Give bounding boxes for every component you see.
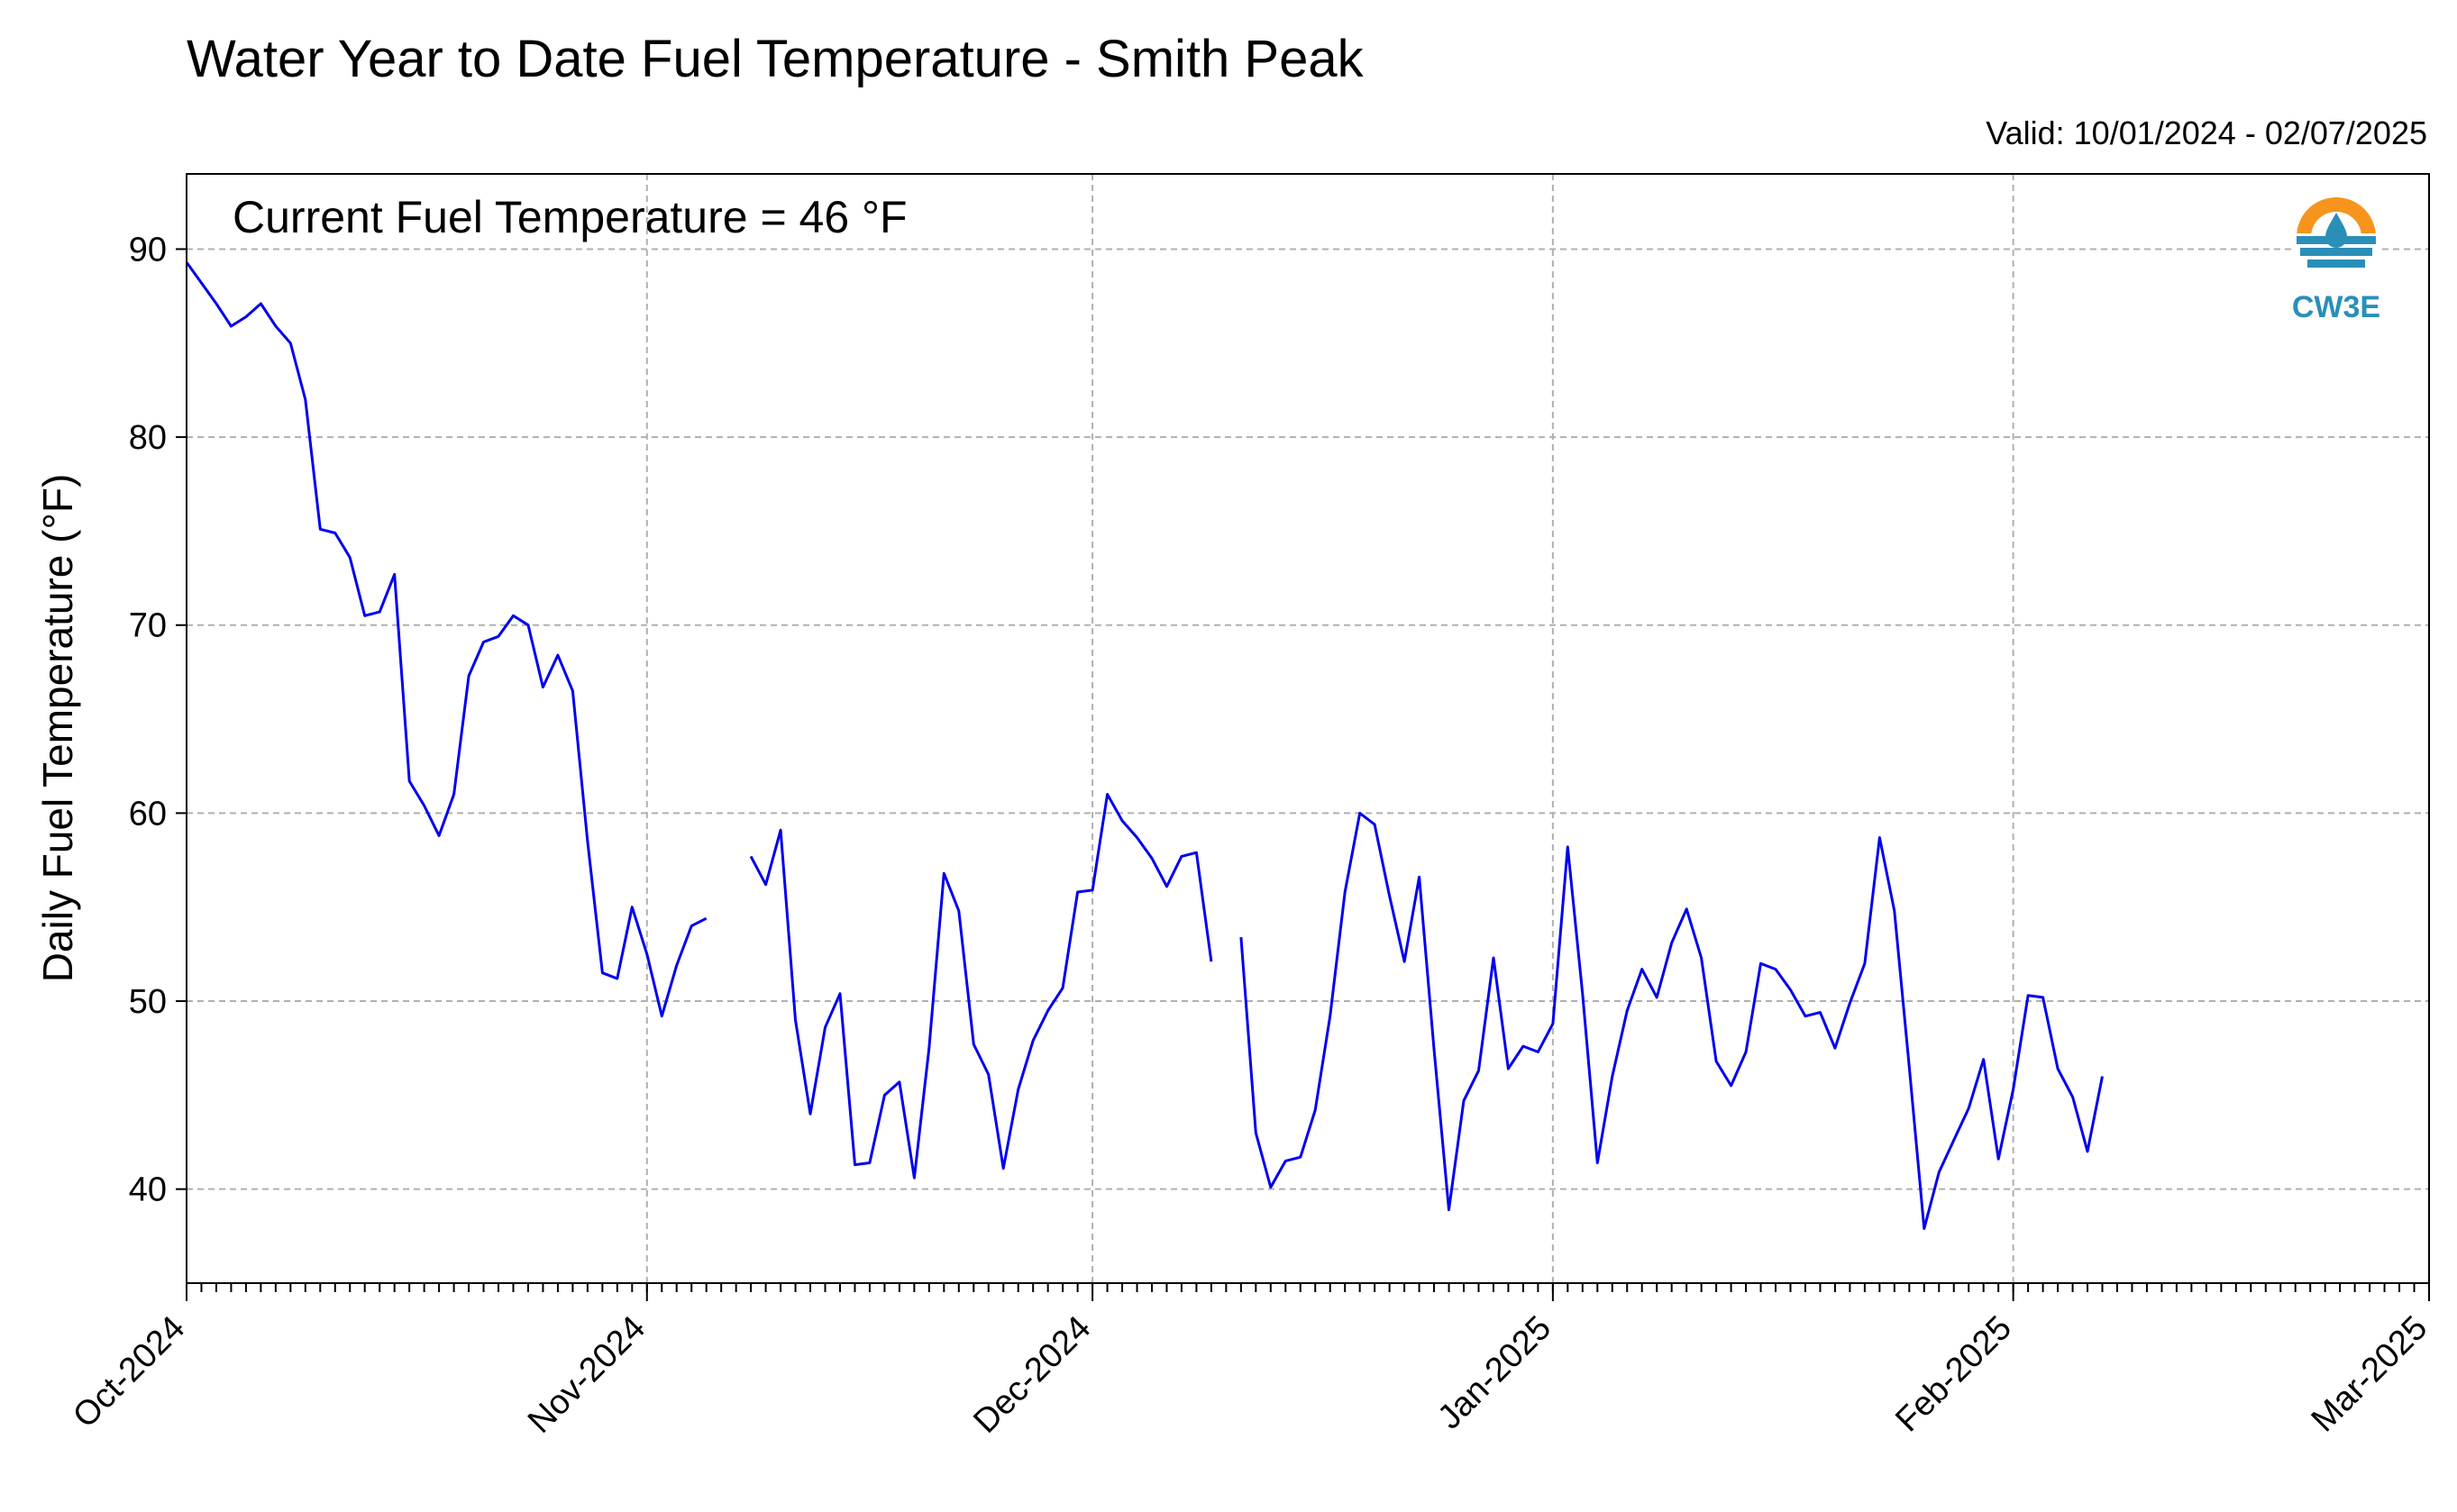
droplet-sun-icon	[2293, 197, 2379, 280]
y-axis-label: Daily Fuel Temperature (°F)	[34, 474, 81, 983]
series-line	[185, 261, 708, 1018]
series-line	[749, 793, 1213, 1180]
y-tick-label: 90	[129, 231, 167, 269]
grid-lines	[186, 174, 2430, 1283]
cw3e-logo: CW3E	[2292, 197, 2380, 324]
x-tick-label: Dec-2024	[966, 1309, 1098, 1441]
chart-title: Water Year to Date Fuel Temperature - Sm…	[187, 30, 1365, 88]
x-tick-label: Oct-2024	[66, 1309, 192, 1435]
series-lines	[185, 261, 2104, 1230]
y-tick-label: 50	[129, 983, 167, 1021]
y-tick-label: 40	[129, 1171, 167, 1209]
y-tick-label: 60	[129, 795, 167, 833]
x-tick-label: Jan-2025	[1430, 1309, 1558, 1437]
x-tick-label: Mar-2025	[2305, 1309, 2435, 1440]
y-axis-ticks: 40 50 60 70 80 90	[129, 231, 187, 1209]
logo-text: CW3E	[2292, 290, 2380, 324]
x-axis-ticks: Oct-2024 Nov-2024 Dec-2024 Jan-2025 Feb-2025…	[66, 1283, 2434, 1441]
x-tick-label: Nov-2024	[521, 1309, 653, 1441]
series-line	[1239, 811, 2104, 1230]
x-tick-label: Feb-2025	[1888, 1309, 2019, 1440]
plot-frame	[186, 173, 2430, 1284]
y-tick-label: 70	[129, 607, 167, 645]
y-tick-label: 80	[129, 419, 167, 457]
chart-subtitle: Valid: 10/01/2024 - 02/07/2025	[1986, 114, 2427, 151]
current-value-annotation: Current Fuel Temperature = 46 °F	[233, 192, 908, 242]
